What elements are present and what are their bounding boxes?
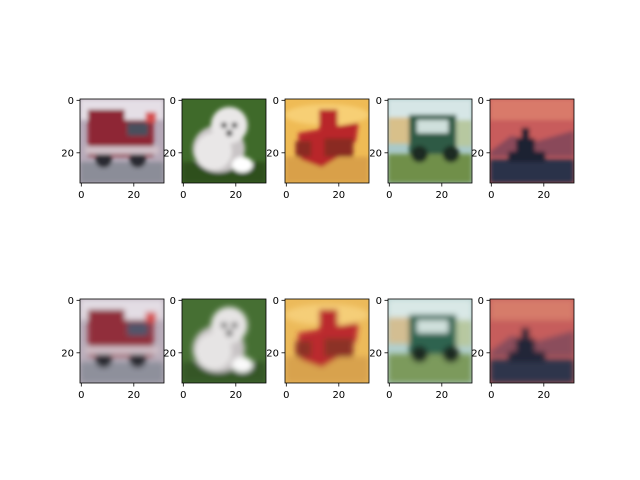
x-tick-label: 0 xyxy=(78,390,84,401)
axes-frame xyxy=(79,98,165,184)
subplot-r2-c4: 0 20 0 20 xyxy=(369,296,473,401)
x-tick-label: 20 xyxy=(127,390,140,401)
axes-frame xyxy=(181,298,267,384)
y-tick-label: 0 xyxy=(376,296,382,307)
y-tick-label: 20 xyxy=(471,348,484,359)
axes-frame xyxy=(181,98,267,184)
subplot-r1-c5: 0 20 0 20 xyxy=(471,96,575,201)
axes-frame xyxy=(284,98,370,184)
y-tick-label: 20 xyxy=(369,348,382,359)
y-tick-label: 0 xyxy=(170,96,176,107)
image-truck xyxy=(388,99,472,183)
y-tick-label: 20 xyxy=(266,348,279,359)
subplot-r2-c1: 0 20 0 20 xyxy=(61,296,165,401)
image-truck xyxy=(388,299,472,383)
image-airplane xyxy=(285,99,369,183)
x-tick-label: 0 xyxy=(180,190,186,201)
x-tick-label: 20 xyxy=(435,390,448,401)
subplot-r1-c2: 0 20 0 20 xyxy=(163,96,267,201)
x-tick-label: 20 xyxy=(435,190,448,201)
x-tick-label: 0 xyxy=(386,390,392,401)
axes-frame xyxy=(489,298,575,384)
x-tick-label: 0 xyxy=(488,390,494,401)
image-ship xyxy=(490,299,574,383)
subplot-r1-c3: 0 20 0 20 xyxy=(266,96,370,201)
y-tick-label: 0 xyxy=(478,96,484,107)
y-tick-label: 20 xyxy=(471,148,484,159)
subplot-r1-c4: 0 20 0 20 xyxy=(369,96,473,201)
y-tick-label: 0 xyxy=(376,96,382,107)
image-dog xyxy=(182,299,266,383)
subplot-r2-c3: 0 20 0 20 xyxy=(266,296,370,401)
image-truck xyxy=(80,99,164,183)
y-tick-label: 0 xyxy=(68,296,74,307)
subplot-r1-c1: 0 20 0 20 xyxy=(61,96,165,201)
x-tick-label: 0 xyxy=(180,390,186,401)
y-tick-label: 0 xyxy=(170,296,176,307)
axes-frame xyxy=(284,298,370,384)
subplot-r2-c5: 0 20 0 20 xyxy=(471,296,575,401)
x-tick-label: 0 xyxy=(488,190,494,201)
axes-frame xyxy=(387,98,473,184)
x-tick-label: 20 xyxy=(332,190,345,201)
subplot-r2-c2: 0 20 0 20 xyxy=(163,296,267,401)
x-tick-label: 0 xyxy=(283,190,289,201)
x-tick-label: 0 xyxy=(386,190,392,201)
y-tick-label: 0 xyxy=(273,296,279,307)
x-tick-label: 0 xyxy=(283,390,289,401)
x-tick-label: 0 xyxy=(78,190,84,201)
y-tick-label: 20 xyxy=(61,348,74,359)
x-tick-label: 20 xyxy=(127,190,140,201)
y-tick-label: 0 xyxy=(68,96,74,107)
image-ship xyxy=(490,99,574,183)
x-tick-label: 20 xyxy=(537,390,550,401)
axes-frame xyxy=(79,298,165,384)
x-tick-label: 20 xyxy=(332,390,345,401)
x-tick-label: 20 xyxy=(229,190,242,201)
x-tick-label: 20 xyxy=(537,190,550,201)
image-truck xyxy=(80,299,164,383)
image-dog xyxy=(182,99,266,183)
axes-frame xyxy=(489,98,575,184)
y-tick-label: 0 xyxy=(478,296,484,307)
x-tick-label: 20 xyxy=(229,390,242,401)
y-tick-label: 20 xyxy=(163,348,176,359)
y-tick-label: 20 xyxy=(163,148,176,159)
axes-frame xyxy=(387,298,473,384)
y-tick-label: 20 xyxy=(61,148,74,159)
y-tick-label: 0 xyxy=(273,96,279,107)
image-airplane xyxy=(285,299,369,383)
y-tick-label: 20 xyxy=(266,148,279,159)
y-tick-label: 20 xyxy=(369,148,382,159)
